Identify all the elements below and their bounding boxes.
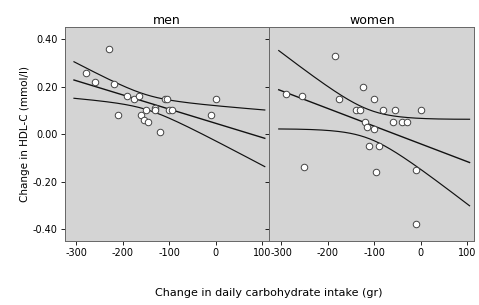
Point bbox=[373, 170, 380, 174]
Point bbox=[412, 222, 420, 227]
Point bbox=[335, 96, 343, 101]
Point bbox=[166, 108, 173, 113]
Point bbox=[365, 144, 373, 149]
Point bbox=[161, 96, 169, 101]
Point bbox=[403, 120, 411, 125]
Point bbox=[145, 120, 152, 125]
Point bbox=[417, 108, 424, 113]
Point bbox=[137, 113, 145, 118]
Point bbox=[391, 108, 399, 113]
Point bbox=[140, 117, 148, 122]
Y-axis label: Change in HDL-C (mmol/l): Change in HDL-C (mmol/l) bbox=[20, 66, 30, 202]
Point bbox=[331, 53, 339, 58]
Point bbox=[370, 96, 378, 101]
Point bbox=[364, 125, 371, 130]
Point bbox=[359, 84, 366, 89]
Point bbox=[361, 120, 369, 125]
Point bbox=[105, 46, 113, 51]
Point bbox=[151, 106, 159, 110]
Point bbox=[131, 96, 138, 101]
Point bbox=[212, 96, 220, 101]
Point bbox=[370, 127, 378, 132]
Point bbox=[356, 108, 364, 113]
Point bbox=[135, 94, 143, 99]
Point bbox=[352, 108, 359, 113]
Point bbox=[151, 108, 159, 113]
Point bbox=[412, 167, 420, 172]
Point bbox=[142, 108, 150, 113]
Point bbox=[380, 108, 388, 113]
Point bbox=[110, 82, 117, 87]
Point bbox=[91, 80, 99, 84]
Point bbox=[398, 120, 406, 125]
Text: Change in daily carbohydrate intake (gr): Change in daily carbohydrate intake (gr) bbox=[156, 288, 383, 298]
Title: women: women bbox=[349, 14, 395, 27]
Point bbox=[282, 92, 290, 96]
Point bbox=[114, 113, 122, 118]
Point bbox=[124, 94, 131, 99]
Point bbox=[168, 108, 175, 113]
Title: men: men bbox=[153, 14, 181, 27]
Point bbox=[300, 165, 308, 170]
Point bbox=[389, 120, 397, 125]
Point bbox=[207, 113, 215, 118]
Point bbox=[375, 144, 383, 149]
Point bbox=[156, 129, 164, 134]
Point bbox=[298, 94, 306, 99]
Point bbox=[163, 96, 171, 101]
Point bbox=[82, 70, 90, 75]
